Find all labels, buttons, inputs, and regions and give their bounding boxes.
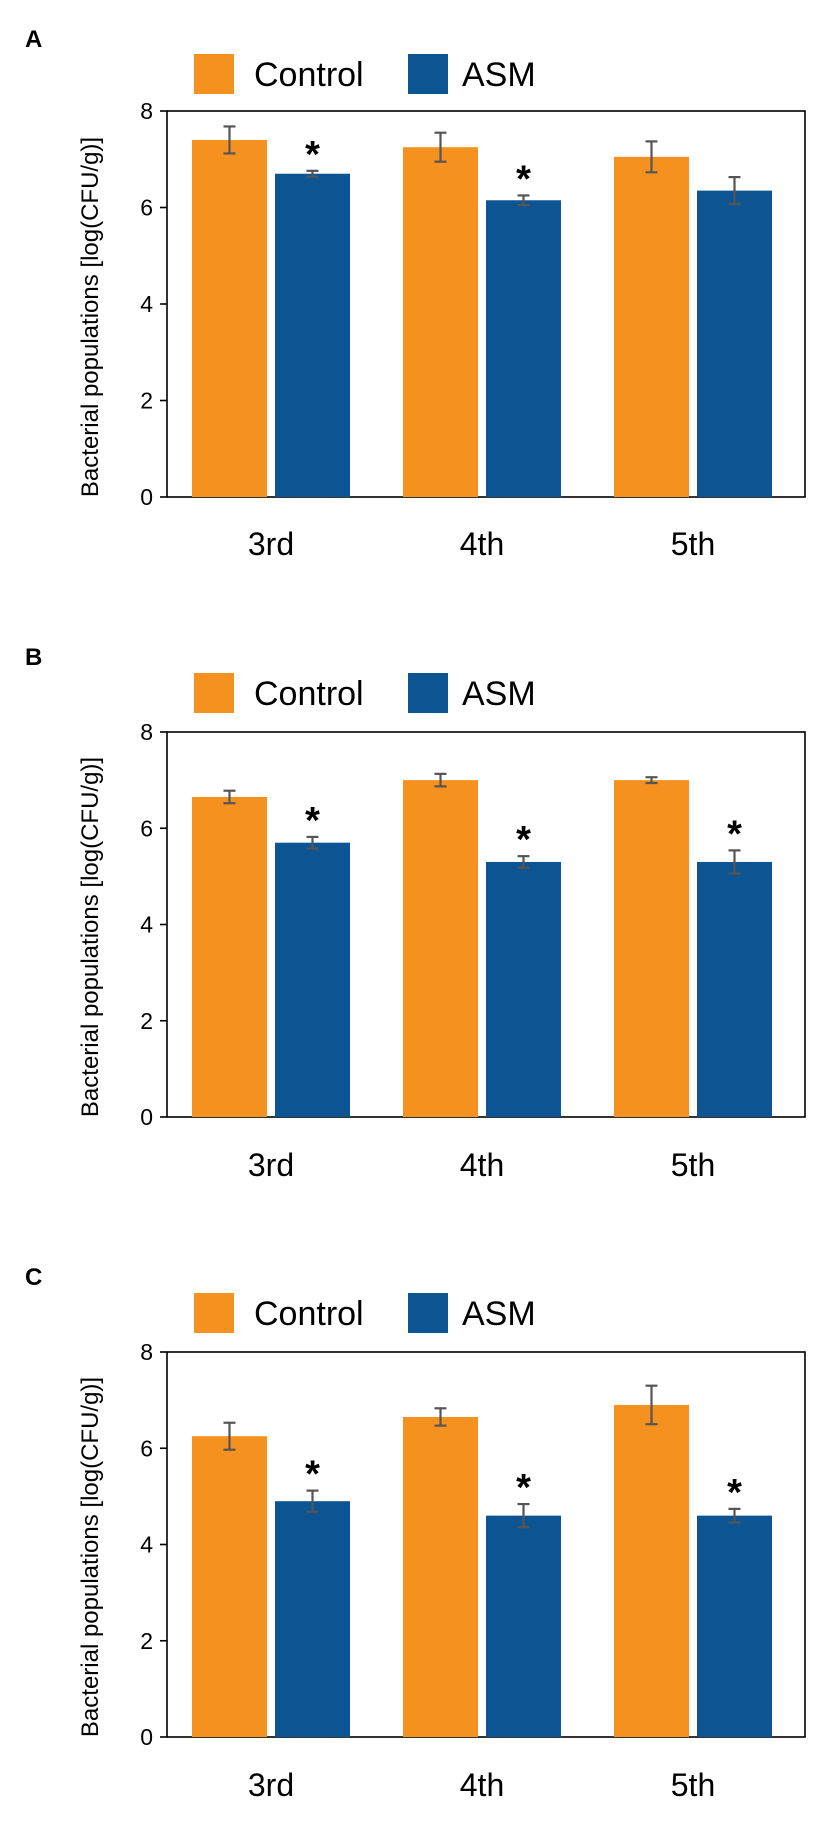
- y-tick-label: 4: [140, 1532, 153, 1558]
- x-tick-label: 4th: [460, 526, 504, 562]
- significance-asterisk: *: [727, 1472, 742, 1514]
- error-bar: [728, 849, 741, 875]
- legend-label-control: Control: [254, 1295, 364, 1333]
- bar-control-4th: [403, 780, 478, 1117]
- legend-swatch-control: [194, 54, 234, 94]
- legend-swatch-asm: [408, 54, 448, 94]
- error-bar: [517, 1502, 530, 1529]
- x-tick-label: 5th: [671, 1767, 715, 1803]
- y-tick-label: 8: [140, 1339, 153, 1365]
- x-tick-label: 4th: [460, 1147, 504, 1183]
- legend-label-asm: ASM: [462, 1295, 536, 1333]
- bar-control-3rd: [192, 796, 267, 1117]
- legend: Control ASM: [194, 54, 536, 94]
- x-tick-label: 3rd: [248, 1767, 294, 1803]
- significance-asterisk: *: [516, 158, 531, 200]
- y-tick-label: 2: [140, 1008, 153, 1034]
- y-tick-label: 4: [140, 912, 153, 938]
- error-bar: [223, 125, 236, 155]
- legend-label-control: Control: [254, 675, 364, 713]
- bar-control-3rd: [192, 139, 267, 497]
- y-axis-label: Bacterial populations [log(CFU/g)]: [77, 1377, 104, 1737]
- y-tick-label: 4: [140, 291, 153, 317]
- bar-asm-5th: [697, 1515, 772, 1737]
- error-bar: [728, 1507, 741, 1524]
- y-tick-label: 0: [140, 1724, 153, 1750]
- significance-asterisk: *: [305, 1454, 320, 1496]
- y-tick-label: 8: [140, 98, 153, 124]
- bar-asm-4th: [486, 861, 561, 1117]
- error-bar: [434, 772, 447, 788]
- legend-label-asm: ASM: [462, 675, 536, 713]
- error-bar: [517, 194, 530, 207]
- error-bar: [434, 1407, 447, 1427]
- y-tick-label: 0: [140, 484, 153, 510]
- legend-swatch-control: [194, 1293, 234, 1333]
- chart-panel-a: A Control ASM 0 2 4 6 8 Bacterial populations [l…: [25, 26, 806, 562]
- bar-asm-5th: [697, 190, 772, 498]
- y-tick-label: 2: [140, 388, 153, 414]
- error-bar: [223, 789, 236, 805]
- error-bar: [645, 140, 658, 174]
- y-axis-label: Bacterial populations [log(CFU/g)]: [77, 137, 104, 497]
- panel-label: A: [25, 26, 42, 53]
- y-tick-label: 8: [140, 719, 153, 745]
- bar-asm-3rd: [275, 173, 350, 497]
- x-tick-label: 3rd: [248, 526, 294, 562]
- bar-control-5th: [614, 1404, 689, 1737]
- y-axis-label: Bacterial populations [log(CFU/g)]: [77, 757, 104, 1117]
- y-tick-label: 2: [140, 1628, 153, 1654]
- significance-asterisk: *: [727, 813, 742, 855]
- legend: Control ASM: [194, 1293, 536, 1333]
- y-tick-label: 6: [140, 195, 153, 221]
- x-tick-label: 5th: [671, 1147, 715, 1183]
- chart-panel-c: C Control ASM 0 2 4 6 8 Bacterial populations [l…: [25, 1264, 806, 1803]
- panel-label: C: [25, 1264, 42, 1291]
- legend: Control ASM: [194, 673, 536, 713]
- bar-control-5th: [614, 780, 689, 1117]
- x-tick-label: 4th: [460, 1767, 504, 1803]
- bar-control-3rd: [192, 1436, 267, 1737]
- bar-asm-5th: [697, 861, 772, 1117]
- y-tick-label: 6: [140, 815, 153, 841]
- bar-control-4th: [403, 1416, 478, 1737]
- error-bar: [223, 1421, 236, 1451]
- legend-swatch-control: [194, 673, 234, 713]
- error-bar: [517, 855, 530, 869]
- legend-label-asm: ASM: [462, 56, 536, 94]
- y-tick-label: 6: [140, 1435, 153, 1461]
- bar-asm-4th: [486, 1515, 561, 1737]
- significance-asterisk: *: [305, 800, 320, 842]
- significance-asterisk: *: [305, 134, 320, 176]
- bar-asm-4th: [486, 200, 561, 497]
- legend-swatch-asm: [408, 673, 448, 713]
- y-tick-label: 0: [140, 1104, 153, 1130]
- bar-control-4th: [403, 147, 478, 497]
- bar-asm-3rd: [275, 1501, 350, 1737]
- error-bar: [728, 176, 741, 206]
- x-tick-label: 3rd: [248, 1147, 294, 1183]
- error-bar: [306, 835, 319, 850]
- legend-label-control: Control: [254, 56, 364, 94]
- x-tick-label: 5th: [671, 526, 715, 562]
- error-bar: [306, 1489, 319, 1513]
- error-bar: [434, 131, 447, 163]
- bar-control-5th: [614, 156, 689, 497]
- error-bar: [306, 169, 319, 178]
- significance-asterisk: *: [516, 1467, 531, 1509]
- chart-panel-b: B Control ASM 0 2 4 6 8 Bacterial populations [l…: [25, 644, 806, 1183]
- legend-swatch-asm: [408, 1293, 448, 1333]
- error-bar: [645, 1384, 658, 1426]
- error-bar: [645, 776, 658, 785]
- significance-asterisk: *: [516, 819, 531, 861]
- bar-asm-3rd: [275, 842, 350, 1117]
- panel-label: B: [25, 644, 42, 671]
